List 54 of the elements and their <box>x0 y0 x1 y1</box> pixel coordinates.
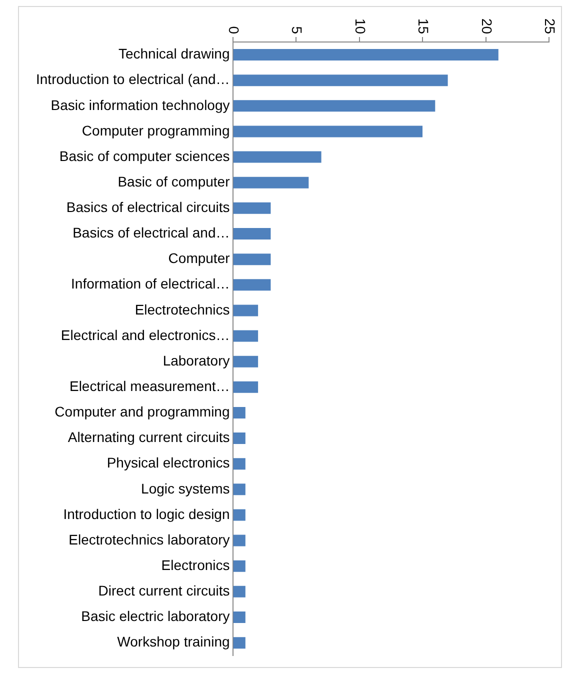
bar <box>233 228 271 240</box>
x-tick-label: 15 <box>416 18 432 34</box>
bar <box>233 356 258 368</box>
y-tick-label: Computer and programming <box>54 404 230 420</box>
y-tick-label: Introduction to logic design <box>63 506 230 522</box>
y-tick-label: Laboratory <box>162 352 230 368</box>
bar <box>233 202 271 214</box>
bar <box>233 49 498 61</box>
x-tick-label: 10 <box>352 18 368 34</box>
y-tick-label: Workshop training <box>117 634 230 650</box>
bar <box>233 74 448 86</box>
bar <box>233 432 246 444</box>
y-tick-label: Electrical measurement… <box>69 378 230 394</box>
y-tick-label: Logic systems <box>141 480 230 496</box>
bar <box>233 279 271 291</box>
y-tick-label: Electronics <box>161 556 230 573</box>
x-tick-label: 20 <box>478 18 495 34</box>
bar <box>233 176 309 188</box>
y-tick-label: Electrical and electronics… <box>60 326 230 343</box>
y-tick-label: Basics of electrical circuits <box>66 199 230 216</box>
x-tick-label: 25 <box>542 18 558 34</box>
y-tick-label: Computer <box>168 250 230 266</box>
y-tick-label: Electrotechnics <box>134 301 230 318</box>
x-tick-label: 5 <box>289 26 306 34</box>
bar <box>233 100 436 112</box>
y-tick-label: Physical electronics <box>106 454 230 471</box>
bar <box>233 509 246 521</box>
bar <box>233 586 246 598</box>
y-tick-label: Direct current circuits <box>98 582 230 599</box>
bar <box>233 126 423 138</box>
y-tick-label: Basic electric laboratory <box>81 608 230 624</box>
y-tick-label: Introduction to electrical (and… <box>36 71 230 88</box>
y-tick-label: Electrotechnics laboratory <box>68 531 230 548</box>
bar <box>233 330 258 342</box>
y-tick-label: Information of electrical… <box>71 276 230 292</box>
y-tick-label: Basics of electrical and… <box>72 224 230 241</box>
x-tick-label: 0 <box>226 26 242 34</box>
bar <box>233 611 246 624</box>
bar <box>233 458 246 470</box>
bar <box>233 254 271 266</box>
y-tick-label: Basic of computer <box>118 173 230 190</box>
y-tick-label: Computer programming <box>82 122 230 138</box>
y-tick-label: Basic information technology <box>50 96 230 113</box>
bar <box>233 406 246 418</box>
bar <box>233 534 246 546</box>
bar <box>233 381 258 393</box>
bar <box>233 637 246 649</box>
y-tick-label: Basic of computer sciences <box>59 148 230 164</box>
y-tick-label: Alternating current circuits <box>68 429 230 446</box>
bar <box>233 304 258 316</box>
y-tick-label: Technical drawing <box>118 46 230 62</box>
bar <box>233 560 246 572</box>
bar <box>233 151 322 163</box>
bar <box>233 484 246 496</box>
